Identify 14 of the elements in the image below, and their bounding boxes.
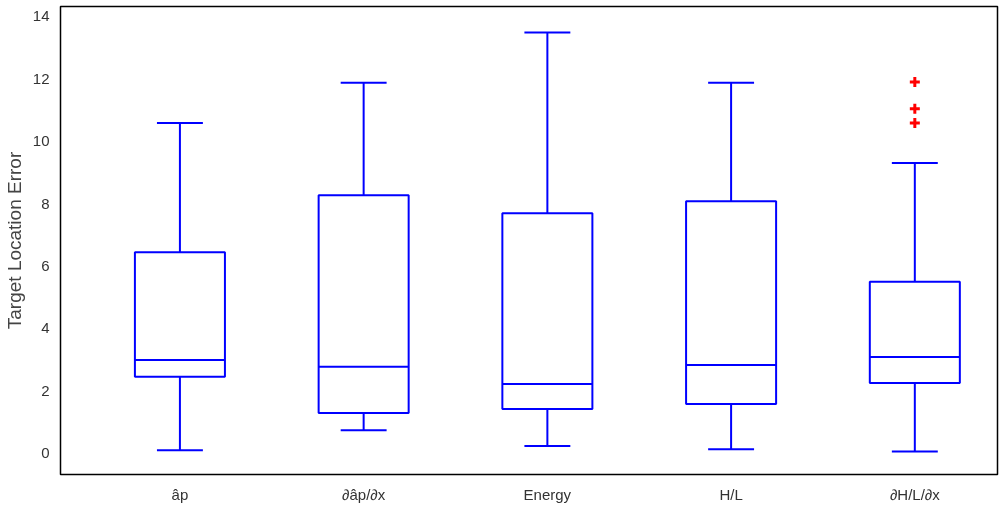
x-tick-label: ∂âp/∂x	[342, 485, 386, 503]
y-tick-label: 12	[32, 69, 50, 87]
x-tick-label: âp	[171, 485, 189, 503]
y-tick-label: 0	[41, 444, 50, 462]
x-tick-label: Energy	[523, 485, 572, 503]
y-tick-label: 6	[41, 257, 50, 275]
y-tick-label: 4	[41, 319, 50, 337]
x-tick-label: H/L	[719, 485, 743, 503]
y-tick-label: 8	[41, 194, 50, 212]
y-tick-label: 10	[32, 132, 50, 150]
x-tick-label: ∂H/L/∂x	[889, 485, 941, 503]
y-tick-label: 14	[32, 7, 50, 25]
y-axis-title: Target Location Error	[3, 151, 25, 330]
y-tick-label: 2	[41, 381, 50, 399]
